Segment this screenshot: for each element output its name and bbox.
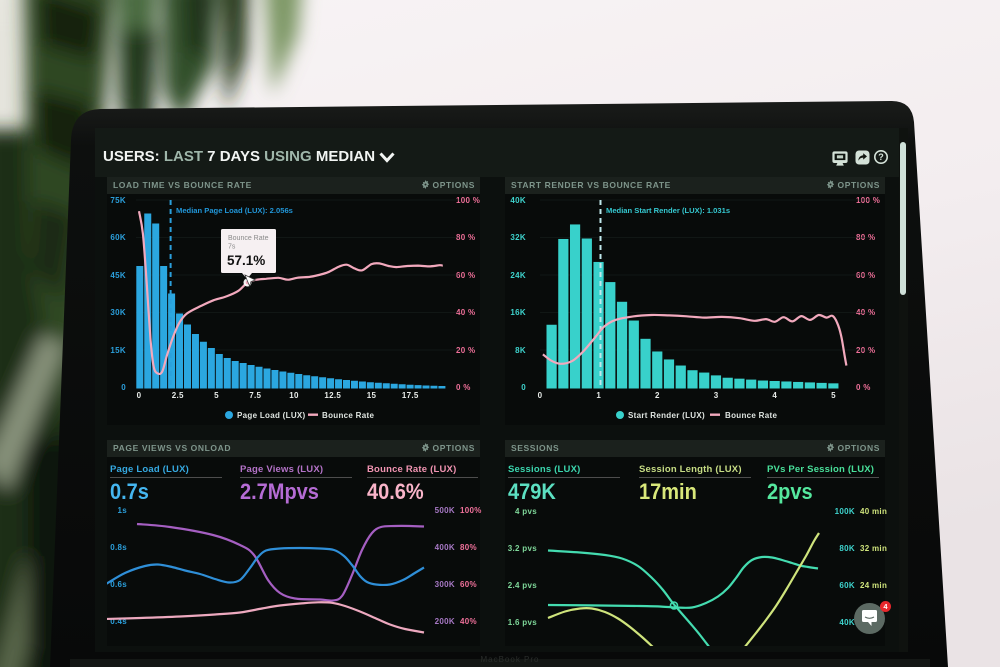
svg-text:Median Start Render (LUX): 1.0: Median Start Render (LUX): 1.031s bbox=[606, 206, 730, 215]
svg-text:7s: 7s bbox=[228, 244, 236, 251]
svg-text:Bounce Rate: Bounce Rate bbox=[725, 411, 777, 420]
svg-text:Bounce Rate: Bounce Rate bbox=[322, 411, 374, 420]
svg-text:Bounce Rate: Bounce Rate bbox=[228, 235, 269, 242]
svg-text:Median Page Load (LUX): 2.056s: Median Page Load (LUX): 2.056s bbox=[176, 206, 293, 215]
svg-text:Start Render (LUX): Start Render (LUX) bbox=[628, 411, 705, 420]
svg-text:Page Load (LUX): Page Load (LUX) bbox=[237, 411, 306, 420]
svg-text:?: ? bbox=[878, 152, 884, 162]
svg-text:57.1%: 57.1% bbox=[227, 253, 265, 268]
